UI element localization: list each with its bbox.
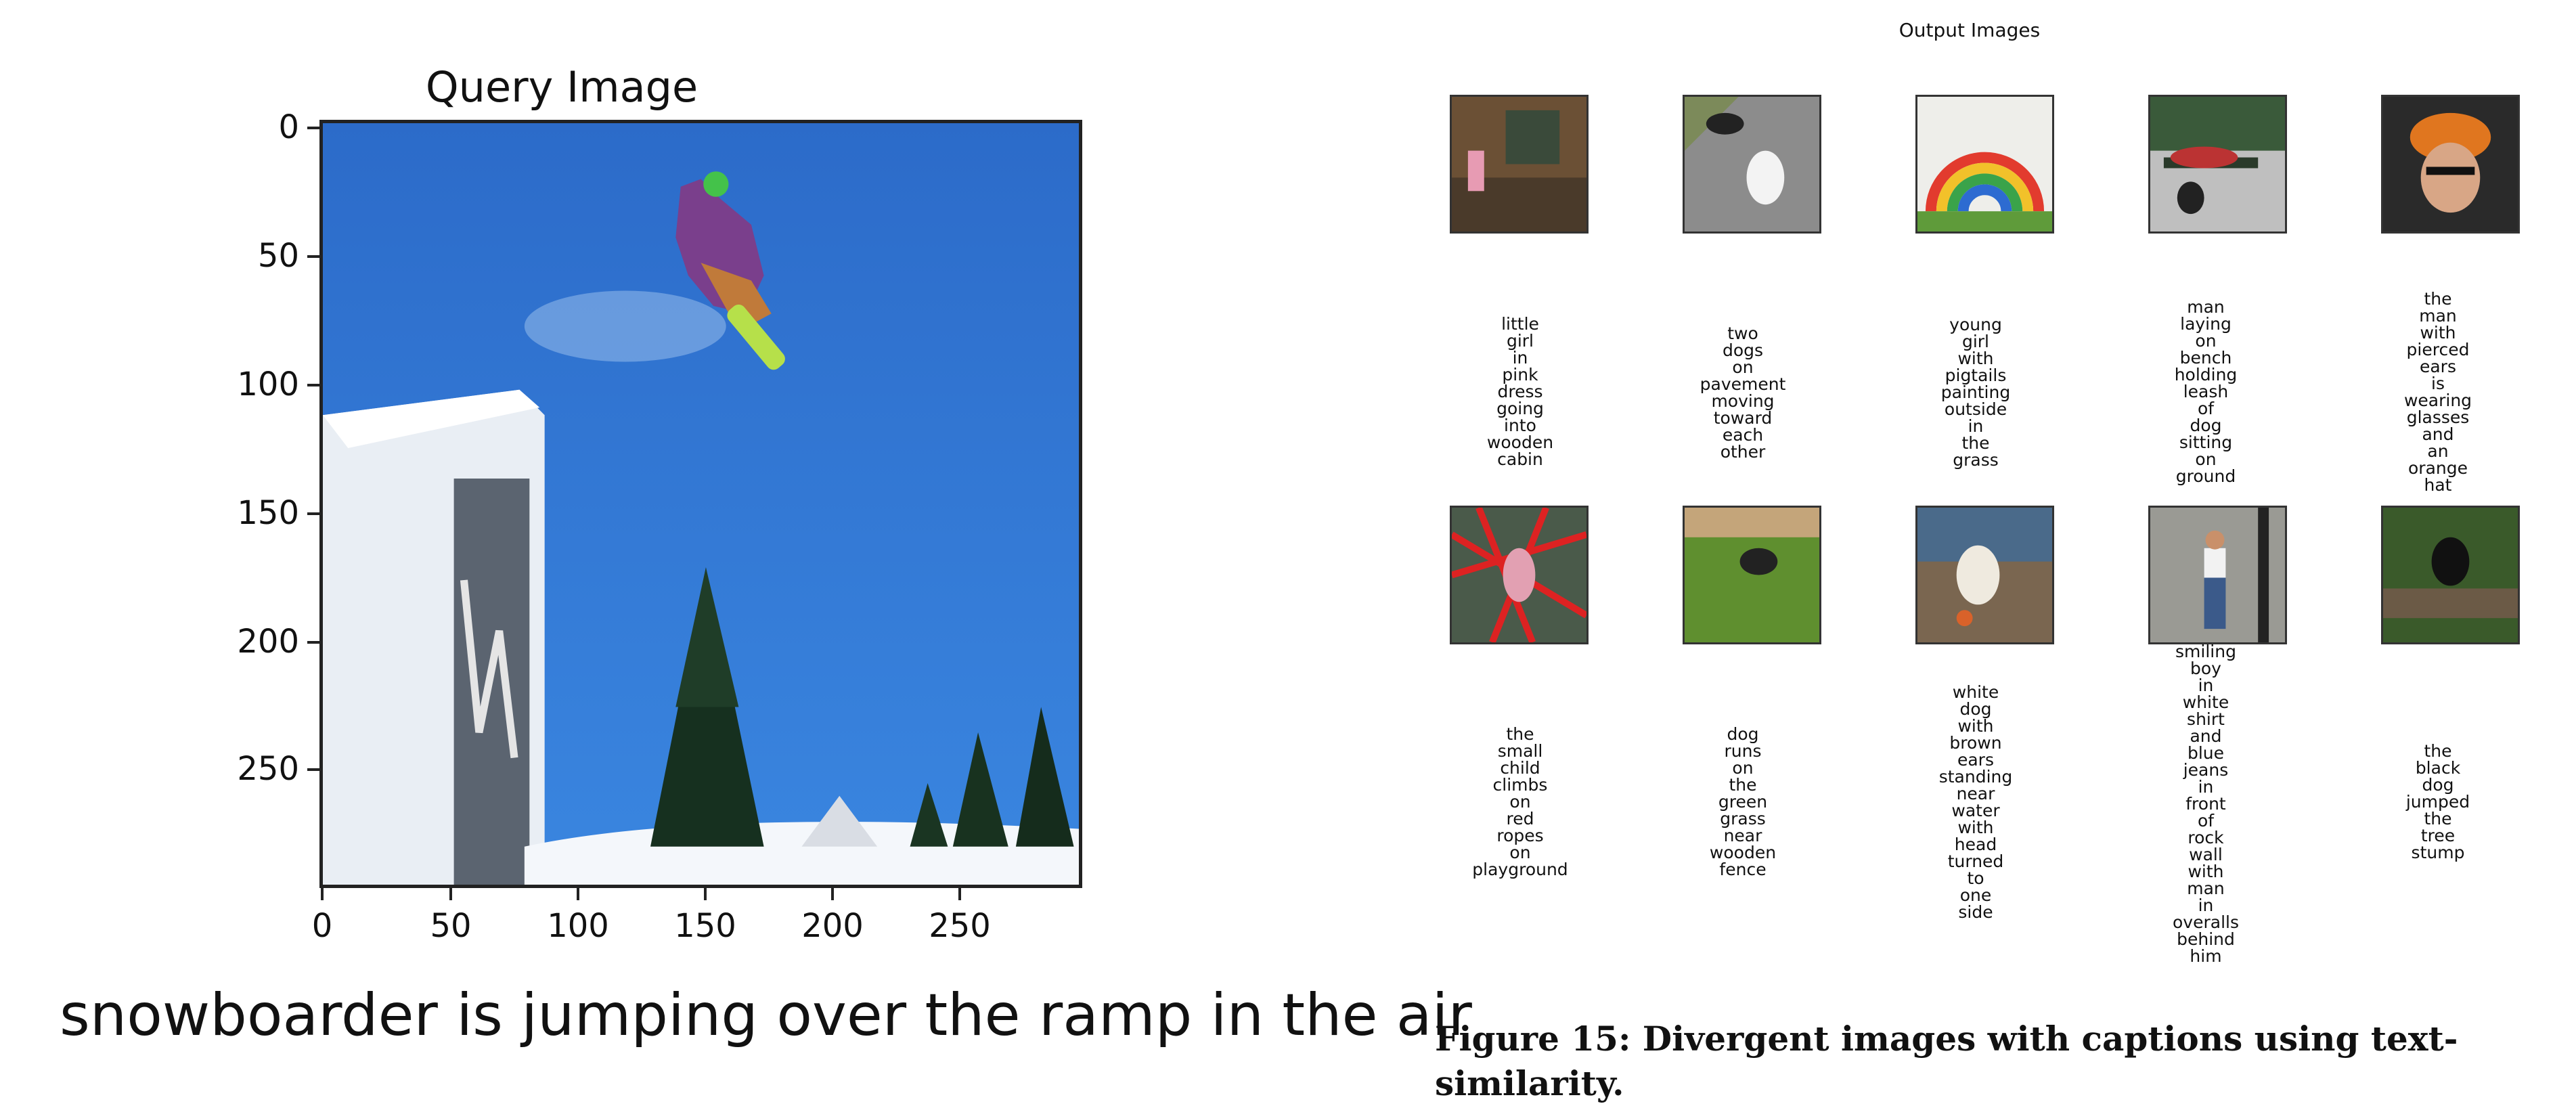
output-thumbnail [1450, 506, 1589, 644]
output-thumbnail [2148, 506, 2287, 644]
output-caption: the black dog jumped the tree stump [2405, 741, 2470, 862]
ropes-photo [1452, 508, 1586, 642]
x-tick-mark [449, 888, 452, 900]
output-thumbnail [2381, 506, 2520, 644]
x-tick-label: 0 [311, 907, 333, 945]
x-tick-label: 50 [430, 907, 472, 945]
x-tick-label: 100 [547, 907, 609, 945]
output-caption: the man with pierced ears is wearing gla… [2403, 289, 2472, 495]
y-tick-label: 100 [237, 366, 299, 403]
output-caption: the small child climbs on red ropes on p… [1472, 724, 1568, 879]
y-tick-label: 150 [237, 494, 299, 532]
x-tick-mark [321, 888, 324, 900]
x-tick-mark [958, 888, 961, 900]
output-caption: young girl with pigtails painting outsid… [1940, 315, 2011, 470]
dogs-road-photo [1685, 97, 1819, 231]
output-caption: smiling boy in white shirt and blue jean… [2173, 642, 2239, 966]
output-caption: white dog with brown ears standing near … [1938, 682, 2013, 922]
query-image [319, 120, 1082, 888]
y-tick-label: 50 [257, 237, 299, 275]
y-tick-mark [307, 127, 319, 129]
x-tick-label: 200 [801, 907, 864, 945]
output-thumbnail [1683, 95, 1821, 234]
y-tick-mark [307, 512, 319, 515]
rainbow-photo [1917, 97, 2052, 231]
x-tick-mark [831, 888, 834, 900]
snowboarder-photo [323, 123, 1079, 885]
y-tick-label: 250 [237, 750, 299, 788]
dog-stump-photo [2383, 508, 2518, 642]
x-tick-mark [577, 888, 579, 900]
output-thumbnail [1915, 506, 2054, 644]
output-caption: man laying on bench holding leash of dog… [2174, 297, 2238, 486]
bench-photo [2150, 97, 2285, 231]
x-tick-label: 150 [674, 907, 736, 945]
x-tick-mark [704, 888, 707, 900]
y-tick-label: 0 [278, 108, 299, 146]
boy-wall-photo [2150, 508, 2285, 642]
dog-water-photo [1917, 508, 2052, 642]
figure-caption: Figure 15: Divergent images with caption… [1435, 1019, 2458, 1103]
man-hat-photo [2383, 97, 2518, 231]
dog-grass-photo [1685, 508, 1819, 642]
query-image-title: Query Image [425, 62, 698, 112]
query-caption: snowboarder is jumping over the ramp in … [60, 981, 1472, 1049]
output-caption: dog runs on the green grass near wooden … [1709, 724, 1777, 879]
output-thumbnail [1915, 95, 2054, 234]
y-tick-label: 200 [237, 623, 299, 661]
cabin-photo [1452, 97, 1586, 231]
output-thumbnail [2148, 95, 2287, 234]
y-tick-mark [307, 384, 319, 386]
output-caption: two dogs on pavement moving toward each … [1700, 324, 1786, 462]
y-tick-mark [307, 768, 319, 771]
output-images-title: Output Images [1898, 19, 2041, 41]
y-tick-mark [307, 255, 319, 258]
output-thumbnail [1450, 95, 1589, 234]
x-tick-label: 250 [929, 907, 991, 945]
output-caption: little girl in pink dress going into woo… [1486, 314, 1554, 469]
output-thumbnail [1683, 506, 1821, 644]
output-thumbnail [2381, 95, 2520, 234]
y-tick-mark [307, 641, 319, 644]
